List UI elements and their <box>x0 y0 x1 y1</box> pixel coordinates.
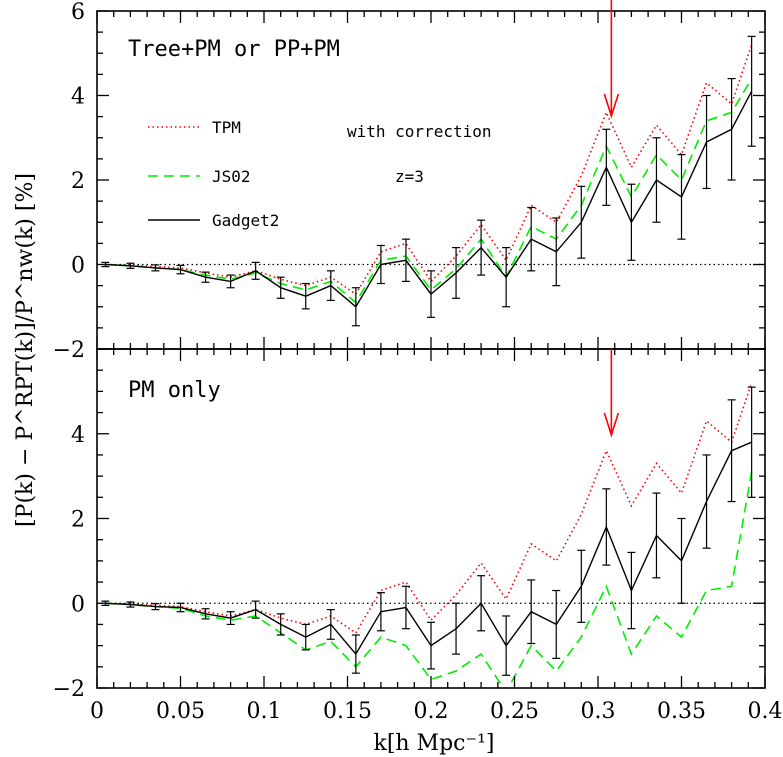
series-line-tpm <box>105 44 753 296</box>
legend-tpm-label: TPM <box>212 118 241 137</box>
series-line-tpm <box>105 382 753 635</box>
y-tick-label: 0 <box>71 254 85 279</box>
x-tick-label: 0.4 <box>748 699 783 724</box>
x-tick-label: 0.2 <box>414 699 449 724</box>
y-tick-label: −2 <box>53 338 85 363</box>
x-axis-title: k[h Mpc⁻¹] <box>373 731 494 756</box>
y-tick-label: 4 <box>71 423 85 448</box>
y-tick-label: 6 <box>71 0 85 25</box>
annotation-redshift: z=3 <box>395 167 424 186</box>
panel-title: Tree+PM or PP+PM <box>128 37 340 62</box>
x-tick-label: 0.05 <box>156 699 205 724</box>
series-group <box>101 382 756 688</box>
series-group <box>101 35 756 327</box>
x-axis: 0 0.05 0.1 0.15 0.2 0.25 0.3 0.35 0.4 <box>90 699 783 724</box>
y-tick-label: 2 <box>71 169 85 194</box>
x-tick-label: 0.35 <box>657 699 706 724</box>
y-tick-label: −2 <box>53 677 85 702</box>
series-line-js02 <box>105 78 753 304</box>
y-tick-label: 0 <box>71 592 85 617</box>
y-tick-label: 4 <box>71 85 85 110</box>
x-tick-label: 0.3 <box>581 699 616 724</box>
y-tick-label: 2 <box>71 508 85 533</box>
arrow-head <box>603 93 620 119</box>
x-tick-label: 0.25 <box>490 699 539 724</box>
legend-js02-label: JS02 <box>212 167 251 186</box>
legend: TPM JS02 Gadget2 <box>148 118 279 230</box>
series-line-js02 <box>105 471 753 688</box>
panel-bottom: −2 0 2 4 PM only <box>53 348 766 702</box>
arrow-head <box>603 412 620 438</box>
legend-gadget2-label: Gadget2 <box>212 211 279 230</box>
x-tick-label: 0.15 <box>323 699 372 724</box>
y-axis-title: [P(k) − P^RPT(k)]/P^nw(k) [%] <box>13 173 38 527</box>
x-tick-label: 0 <box>90 699 104 724</box>
x-tick-label: 0.1 <box>247 699 282 724</box>
panel-top: −2 0 2 4 6 Tree+PM or PP+PM with correction z=3 <box>53 0 766 363</box>
annotation-correction: with correction <box>347 122 492 141</box>
panel-title: PM only <box>128 378 221 403</box>
